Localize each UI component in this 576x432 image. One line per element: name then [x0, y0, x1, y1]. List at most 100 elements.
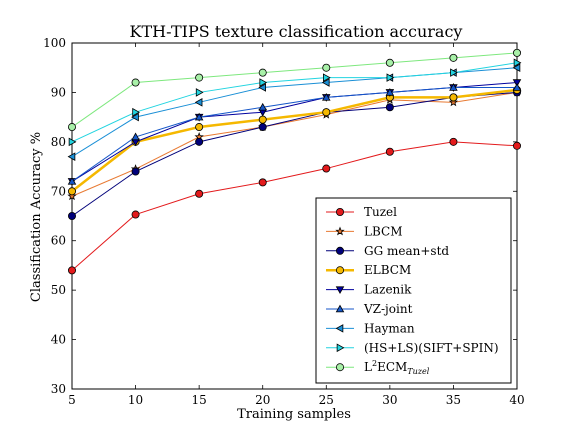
legend-label: L2ECMTuzel	[364, 359, 430, 376]
data-point	[258, 123, 267, 132]
data-point	[195, 123, 204, 132]
series-line	[71, 91, 518, 197]
data-point	[131, 112, 139, 122]
x-tick-label: 25	[319, 393, 334, 407]
x-tick-label: 10	[128, 393, 143, 407]
legend-marker	[336, 343, 345, 353]
x-tick-label: 35	[446, 393, 461, 407]
legend-label: VZ-joint	[363, 302, 413, 316]
series-8	[68, 48, 522, 132]
chart-title: KTH-TIPS texture classification accuracy	[130, 22, 463, 41]
data-point	[449, 83, 458, 91]
y-tick-label: 60	[51, 234, 66, 248]
series-7	[68, 58, 522, 147]
y-tick-label: 40	[51, 333, 66, 347]
data-point	[386, 73, 395, 82]
legend-item: (HS+LS)(SIFT+SPIN)	[326, 341, 499, 355]
legend-label: Lazenik	[364, 283, 412, 297]
data-point	[258, 83, 266, 92]
data-point	[450, 68, 458, 77]
legend-item: VZ-joint	[326, 302, 413, 316]
data-point	[513, 48, 522, 57]
data-point	[449, 137, 458, 146]
data-point	[385, 58, 394, 67]
data-point	[258, 102, 267, 111]
data-point	[131, 132, 140, 141]
legend-label: Hayman	[364, 321, 415, 335]
series-line	[71, 88, 518, 193]
legend-marker	[335, 363, 344, 372]
data-point	[68, 211, 77, 220]
legend-label-main: L	[364, 360, 372, 374]
data-point	[512, 63, 521, 72]
y-axis-label: Classification Accuracy %	[29, 132, 44, 302]
series-0	[68, 137, 522, 275]
data-point	[68, 187, 77, 196]
data-point	[513, 141, 522, 150]
y-tick-label: 100	[43, 36, 66, 50]
legend-marker	[335, 266, 344, 275]
series-3	[68, 85, 522, 196]
x-tick-label: 15	[192, 393, 207, 407]
y-tick-label: 80	[51, 135, 66, 149]
data-point	[67, 152, 76, 161]
data-point	[195, 189, 204, 198]
legend-box	[315, 197, 512, 384]
plot-area: 5 10 15 20 25 30 35 40 30 40 50 60 70 80 90 100	[43, 36, 525, 407]
data-point	[321, 78, 330, 87]
series-line	[71, 62, 518, 143]
data-point	[512, 83, 522, 91]
data-point	[195, 137, 204, 146]
legend-item: GG mean+std	[326, 244, 449, 258]
data-point	[258, 68, 267, 77]
y-tick-label: 90	[51, 85, 66, 99]
data-point	[449, 93, 458, 102]
series-5	[67, 83, 522, 185]
data-point	[322, 164, 331, 173]
y-tick-label: 70	[51, 184, 66, 198]
x-tick-label: 40	[509, 393, 524, 407]
legend-label-superscript: 2	[372, 359, 377, 368]
data-point	[259, 78, 268, 87]
x-tick-label: 20	[255, 393, 270, 407]
legend-marker	[335, 226, 345, 236]
data-point	[385, 88, 395, 96]
data-point	[385, 147, 394, 156]
data-point	[67, 191, 77, 201]
data-point	[448, 97, 459, 107]
legend-label: (HS+LS)(SIFT+SPIN)	[364, 341, 499, 355]
y-tick-label: 30	[51, 382, 66, 396]
x-tick-label: 30	[382, 393, 397, 407]
data-point	[258, 115, 267, 124]
legend-item: Lazenik	[326, 283, 412, 297]
legend: Tuzel LBCM GG mean+std ELBCM Lazenik VZ-joint…	[315, 197, 512, 384]
data-point	[131, 167, 140, 176]
data-point	[323, 73, 331, 82]
data-point	[322, 108, 331, 117]
data-point	[131, 78, 140, 87]
y-tick-label: 50	[51, 283, 66, 297]
legend-label: GG mean+std	[364, 244, 449, 258]
x-tick-label: 5	[68, 393, 76, 407]
data-point	[68, 137, 77, 147]
data-point	[449, 53, 458, 62]
data-point	[194, 112, 204, 121]
legend-marker	[335, 246, 344, 255]
data-point	[67, 176, 77, 185]
legend-item: ELBCM	[326, 263, 411, 277]
data-point	[68, 266, 77, 275]
legend-label-subscript: Tuzel	[407, 367, 429, 376]
data-point	[513, 58, 522, 68]
legend-marker	[335, 207, 344, 216]
legend-item: L2ECMTuzel	[326, 359, 430, 376]
data-point	[131, 210, 140, 219]
legend-label: ELBCM	[364, 263, 411, 277]
legend-label: LBCM	[364, 224, 402, 238]
legend-item: Tuzel	[326, 205, 397, 219]
data-point	[258, 178, 267, 187]
legend-marker	[335, 324, 344, 333]
data-point	[194, 98, 203, 107]
legend-label-main2: ECM	[377, 360, 407, 374]
series-line	[71, 141, 518, 271]
